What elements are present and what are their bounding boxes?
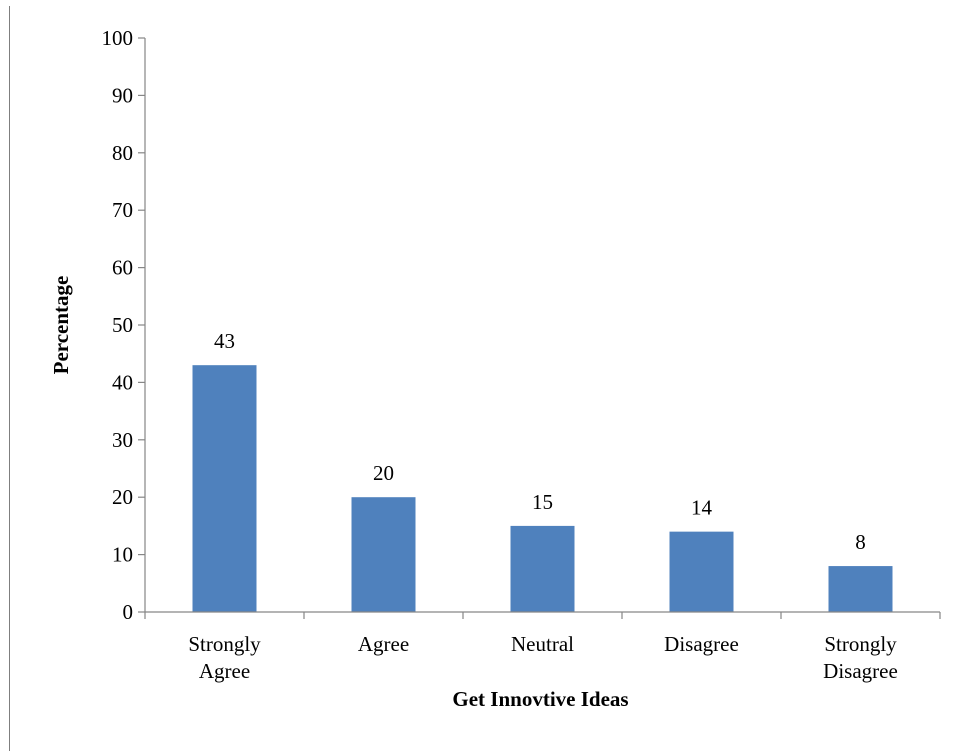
chart-frame bbox=[9, 6, 953, 751]
data-label: 43 bbox=[214, 329, 235, 353]
data-label: 14 bbox=[691, 496, 713, 520]
x-axis-title: Get Innovtive Ideas bbox=[452, 687, 628, 711]
x-axis-labels: Strongly Agree Agree Neutral Disagree Strongl… bbox=[188, 632, 897, 683]
data-label: 15 bbox=[532, 490, 553, 514]
y-tick-label: 20 bbox=[112, 485, 133, 509]
y-tick-label: 90 bbox=[112, 83, 133, 107]
bar bbox=[510, 525, 575, 612]
data-label: 8 bbox=[855, 530, 866, 554]
bar bbox=[192, 365, 257, 612]
bar bbox=[669, 531, 734, 612]
data-label: 20 bbox=[373, 461, 394, 485]
y-tick-label: 70 bbox=[112, 198, 133, 222]
data-labels: 43 20 15 14 8 bbox=[214, 329, 866, 554]
y-tick-label: 10 bbox=[112, 543, 133, 567]
y-axis-ticks: 0 10 20 30 40 50 60 70 80 90 100 bbox=[102, 26, 941, 624]
x-tick-label: Neutral bbox=[511, 632, 574, 656]
y-tick-label: 60 bbox=[112, 256, 133, 280]
y-tick-label: 100 bbox=[102, 26, 134, 50]
x-tick-label: Disagree bbox=[664, 632, 739, 656]
y-tick-label: 40 bbox=[112, 370, 133, 394]
bar bbox=[828, 566, 893, 612]
y-tick-label: 50 bbox=[112, 313, 133, 337]
y-axis-title: Percentage bbox=[49, 276, 73, 375]
y-tick-label: 0 bbox=[123, 600, 134, 624]
bar bbox=[351, 497, 416, 612]
bars bbox=[192, 365, 893, 612]
x-tick-label: Strongly Agree bbox=[188, 632, 261, 683]
y-tick-label: 80 bbox=[112, 141, 133, 165]
x-tick-label: Strongly Disagree bbox=[823, 632, 898, 683]
x-tick-label: Agree bbox=[358, 632, 409, 656]
y-tick-label: 30 bbox=[112, 428, 133, 452]
